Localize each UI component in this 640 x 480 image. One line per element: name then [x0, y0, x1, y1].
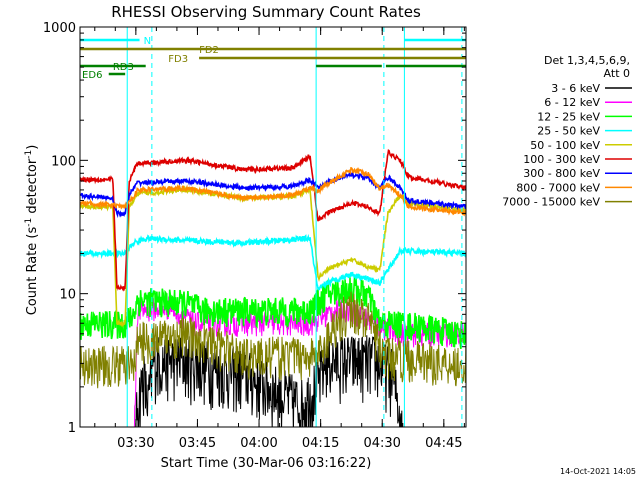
y-axis-label-end: ): [25, 145, 40, 150]
x-tick-label-5: 04:30: [363, 436, 400, 451]
series-line-4: [80, 233, 466, 291]
y-tick-label-3: 100: [51, 154, 76, 169]
y-tick-label-1: 1: [68, 421, 76, 436]
y-axis-label-mid: detector: [25, 158, 40, 218]
flag-label-n: N: [144, 36, 151, 47]
legend-label-1: 3 - 6 keV: [551, 82, 600, 95]
x-tick-label-6: 04:45: [425, 436, 462, 451]
legend-label-7: 300 - 800 keV: [523, 167, 600, 180]
legend-label-3: 12 - 25 keV: [537, 110, 600, 123]
y-axis-label-main: Count Rate (s: [25, 227, 40, 316]
y-tick-label-2: 10: [59, 288, 76, 303]
axis-ticks: 1 10 100 1000 03:30 03:45 04:00 04:15 04:30 04:45: [43, 21, 466, 451]
chart-title: RHESSI Observing Summary Count Rates: [111, 3, 421, 21]
series-line-1: [135, 334, 403, 427]
flag-label-rd3: RD3: [113, 62, 134, 73]
series-line-6: [80, 149, 466, 292]
legend-label-9: 7000 - 15000 keV: [502, 196, 600, 209]
y-axis-label-sup2: -1: [24, 150, 34, 159]
y-tick-label-4: 1000: [43, 21, 76, 36]
y-axis-label-sup1: -1: [24, 218, 34, 227]
legend-label-8: 800 - 7000 keV: [516, 181, 600, 194]
series-line-8: [80, 166, 466, 217]
x-tick-label-4: 04:15: [302, 436, 339, 451]
legend-label-2: 6 - 12 keV: [544, 96, 600, 109]
flag-labels: N FD2 FD3 RD3 ED6: [82, 36, 219, 81]
series-layer: [80, 149, 466, 427]
generation-timestamp: 14-Oct-2021 14:05: [560, 467, 636, 476]
x-tick-label-2: 03:45: [179, 436, 216, 451]
flag-label-fd3: FD3: [168, 54, 188, 65]
series-line-9: [80, 291, 466, 389]
x-tick-label-3: 04:00: [240, 436, 277, 451]
legend-label-5: 50 - 100 keV: [530, 139, 600, 152]
plot-frame: [79, 26, 467, 428]
flag-label-ed6: ED6: [82, 70, 102, 81]
y-axis-label: Count Rate (s-1 detector-1): [24, 145, 40, 316]
vertical-lines: [126, 27, 463, 427]
flag-bars: [80, 38, 466, 76]
x-tick-label-1: 03:30: [117, 436, 154, 451]
plot-area: [80, 27, 466, 427]
legend-label-4: 25 - 50 keV: [537, 125, 600, 138]
x-axis-label: Start Time (30-Mar-06 03:16:22): [161, 456, 372, 471]
series-line-3: [80, 277, 466, 350]
series-line-2: [133, 296, 466, 427]
flag-label-fd2: FD2: [199, 45, 219, 56]
legend-header-line1: Det 1,3,4,5,6,9,: [544, 54, 630, 67]
legend-header-line2: Att 0: [604, 67, 630, 80]
legend-label-6: 100 - 300 keV: [523, 153, 600, 166]
series-line-7: [80, 171, 466, 219]
